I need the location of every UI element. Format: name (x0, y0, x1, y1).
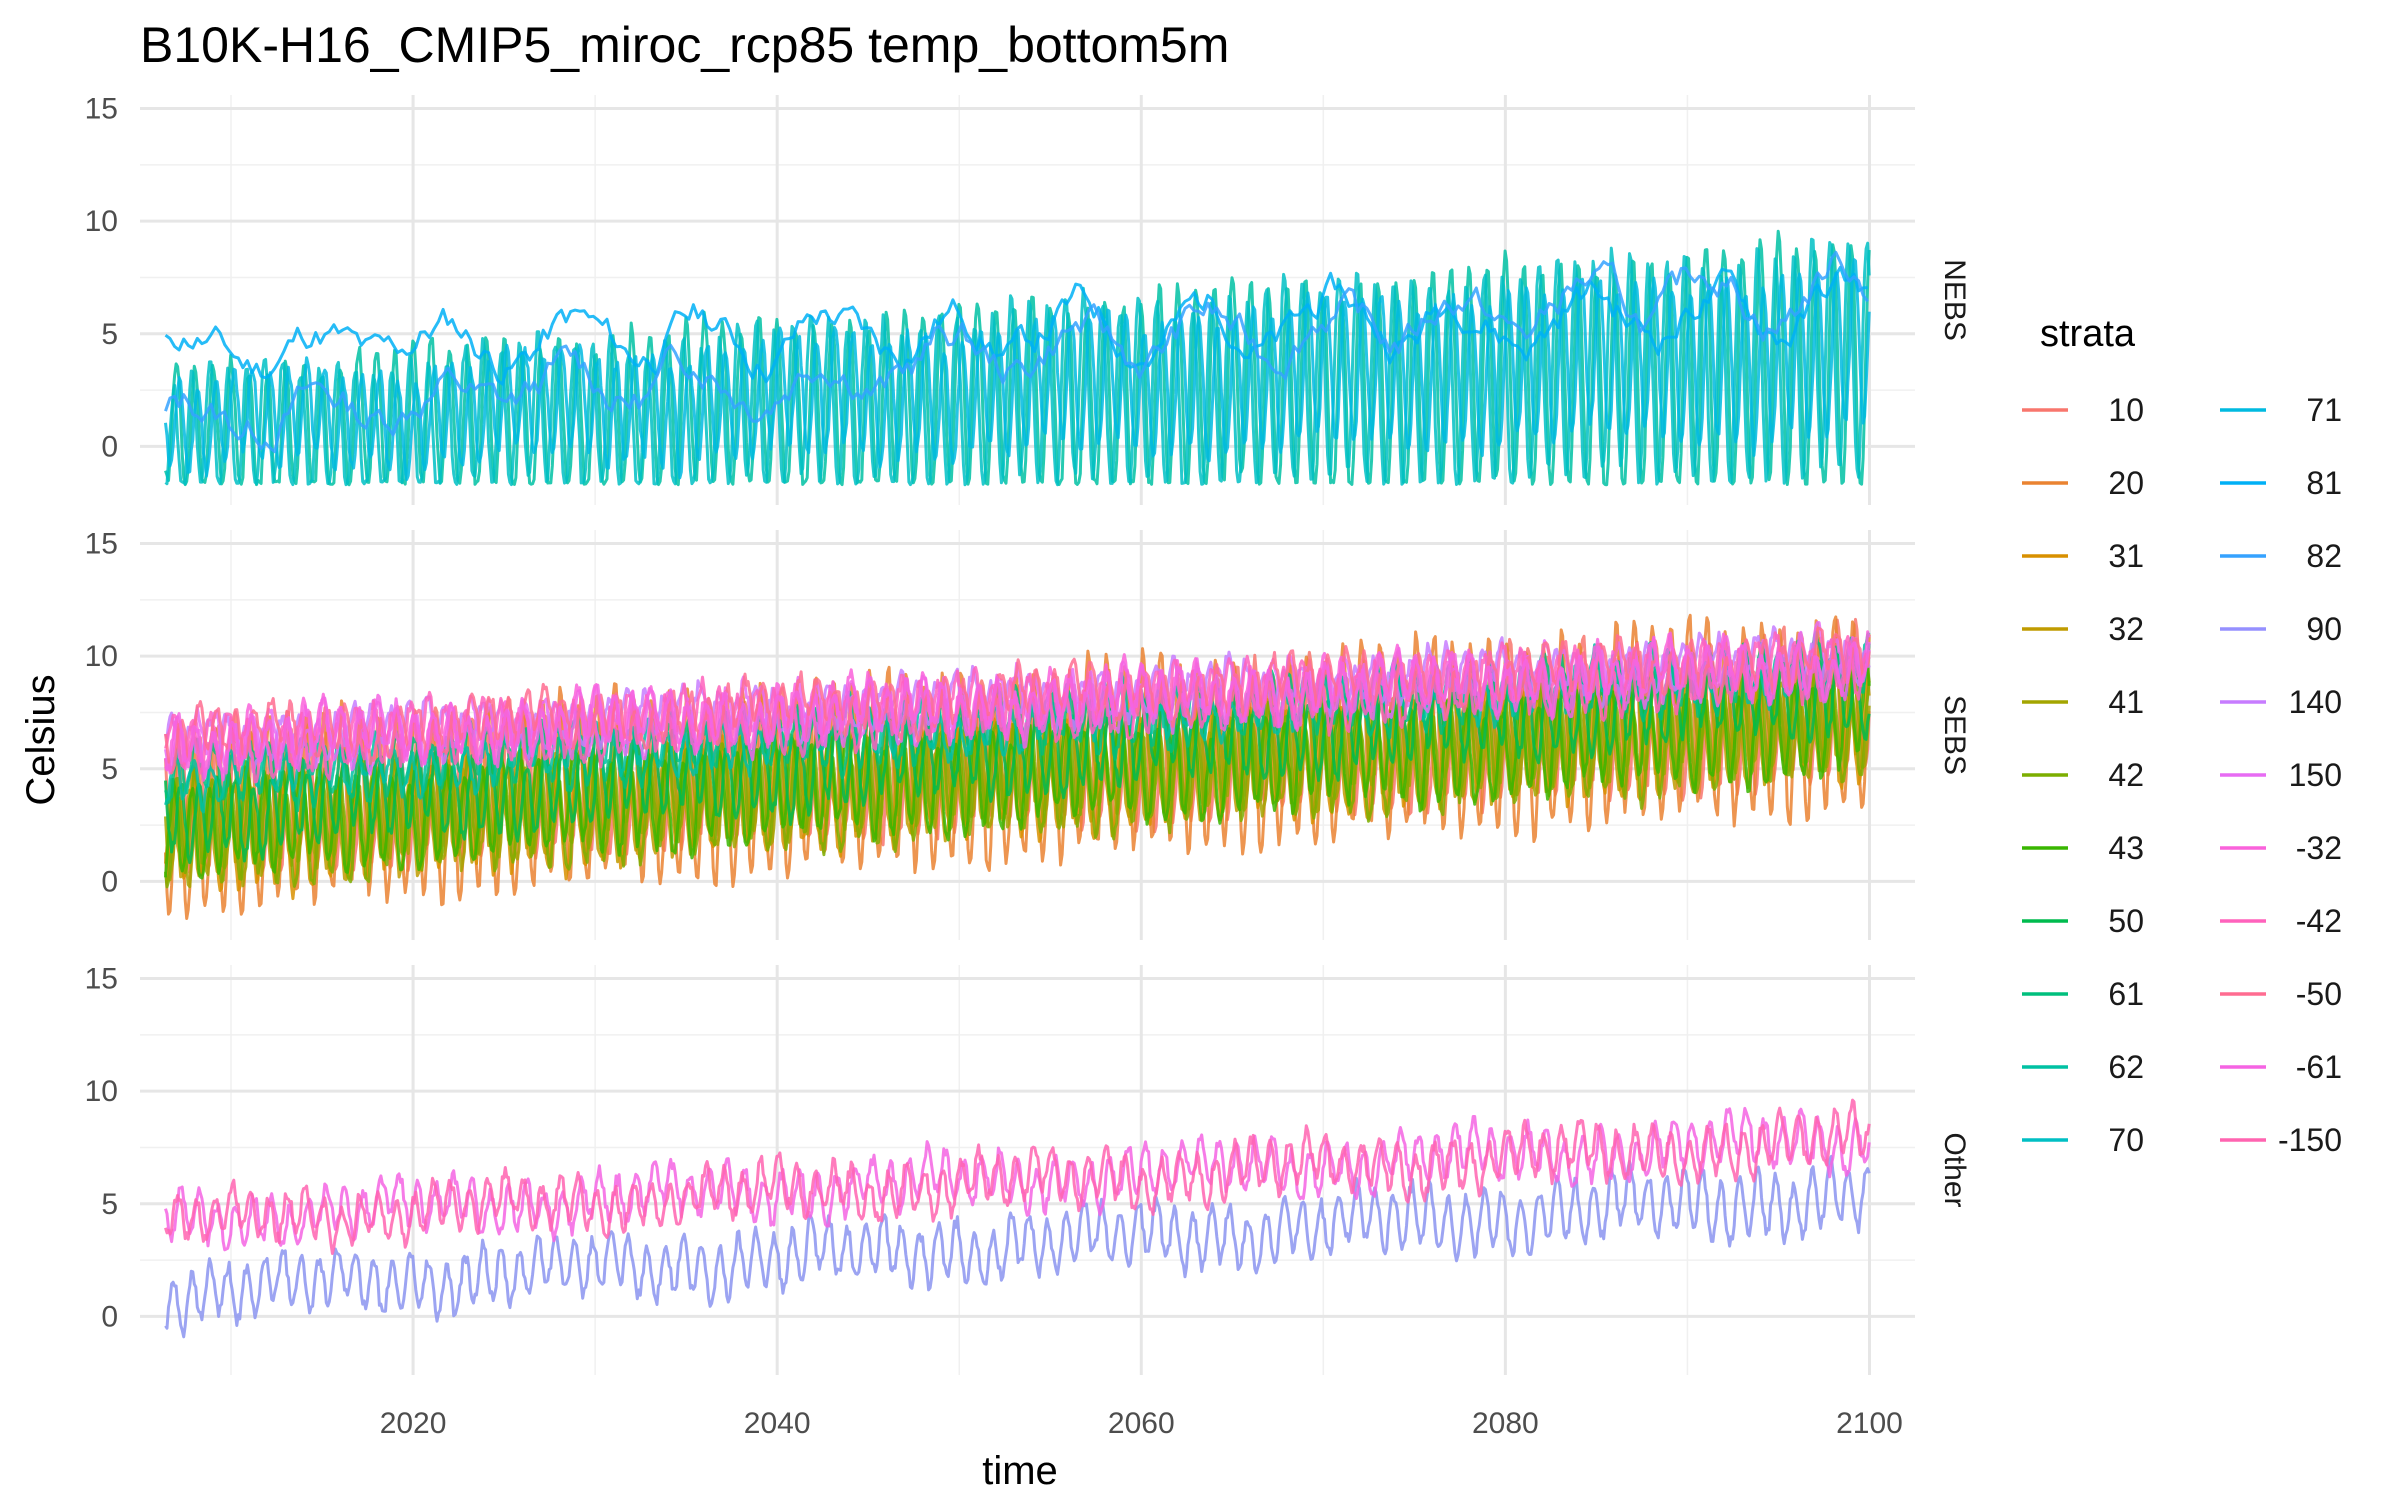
legend-label-62: 62 (2108, 1049, 2144, 1085)
y-tick-label: 5 (101, 753, 118, 786)
facet-label-other: Other (1938, 1132, 1971, 1207)
y-axis-title: Celsius (19, 674, 63, 805)
legend-label-20: 20 (2108, 465, 2144, 501)
x-tick-label: 2040 (744, 1407, 811, 1440)
x-axis: 2020 2040 2060 2080 2100 (380, 1407, 1903, 1440)
y-tick-label: 10 (85, 1075, 118, 1108)
panel-sebs: 0 5 10 15 SEBS (85, 528, 1971, 940)
series-line-140 (164, 1154, 1871, 1339)
legend-label-61: 61 (2108, 976, 2144, 1012)
y-tick-label: 0 (101, 430, 118, 463)
panel-other: 0 5 10 15 Other (85, 963, 1971, 1375)
x-tick-label: 2100 (1836, 1407, 1903, 1440)
series-line--150 (164, 1098, 1871, 1255)
x-tick-label: 2080 (1472, 1407, 1539, 1440)
y-tick-label: 15 (85, 93, 118, 126)
series-line-42 (164, 668, 1871, 889)
y-tick-label: 15 (85, 963, 118, 996)
legend-label-71: 71 (2306, 392, 2342, 428)
legend-label-31: 31 (2108, 538, 2144, 574)
legend-label--61: -61 (2296, 1049, 2342, 1085)
y-tick-label: 15 (85, 528, 118, 561)
series-line-90 (164, 250, 1869, 454)
legend-label-43: 43 (2108, 830, 2144, 866)
legend-label-50: 50 (2108, 903, 2144, 939)
y-tick-label: 10 (85, 640, 118, 673)
legend-label-10: 10 (2108, 392, 2144, 428)
series-line-82 (164, 265, 1868, 386)
facet-panels: 0 5 10 15 NEBS 0 5 10 15 SEBS 0 5 10 15 Other (85, 93, 1971, 1375)
legend: 10 20 31 32 41 42 43 50 61 62 70 71 81 82 90 140 150 -32 -… (2022, 392, 2342, 1158)
legend-label-70: 70 (2108, 1122, 2144, 1158)
legend-label-150: 150 (2289, 757, 2342, 793)
legend-label-42: 42 (2108, 757, 2144, 793)
y-tick-label: 0 (101, 865, 118, 898)
x-tick-label: 2020 (380, 1407, 447, 1440)
chart-title: B10K-H16_CMIP5_miroc_rcp85 temp_bottom5m (140, 17, 1229, 73)
legend-label-140: 140 (2289, 684, 2342, 720)
legend-label-81: 81 (2306, 465, 2342, 501)
facet-label-nebs: NEBS (1938, 259, 1971, 341)
facet-label-sebs: SEBS (1938, 695, 1971, 775)
x-axis-title: time (982, 1449, 1058, 1493)
y-tick-label: 10 (85, 205, 118, 238)
legend-title: strata (2040, 313, 2136, 355)
y-tick-label: 5 (101, 1188, 118, 1221)
panel-nebs: 0 5 10 15 NEBS (85, 93, 1971, 505)
legend-label-82: 82 (2306, 538, 2342, 574)
series-line-81 (164, 258, 1871, 482)
y-tick-label: 0 (101, 1300, 118, 1333)
legend-label--150: -150 (2278, 1122, 2342, 1158)
y-tick-label: 5 (101, 318, 118, 351)
legend-label--32: -32 (2296, 830, 2342, 866)
legend-label--50: -50 (2296, 976, 2342, 1012)
series-line--61 (164, 631, 1871, 782)
series-line--50 (164, 626, 1871, 775)
legend-label-41: 41 (2108, 684, 2144, 720)
legend-label--42: -42 (2296, 903, 2342, 939)
legend-label-32: 32 (2108, 611, 2144, 647)
x-tick-label: 2060 (1108, 1407, 1175, 1440)
legend-label-90: 90 (2306, 611, 2342, 647)
